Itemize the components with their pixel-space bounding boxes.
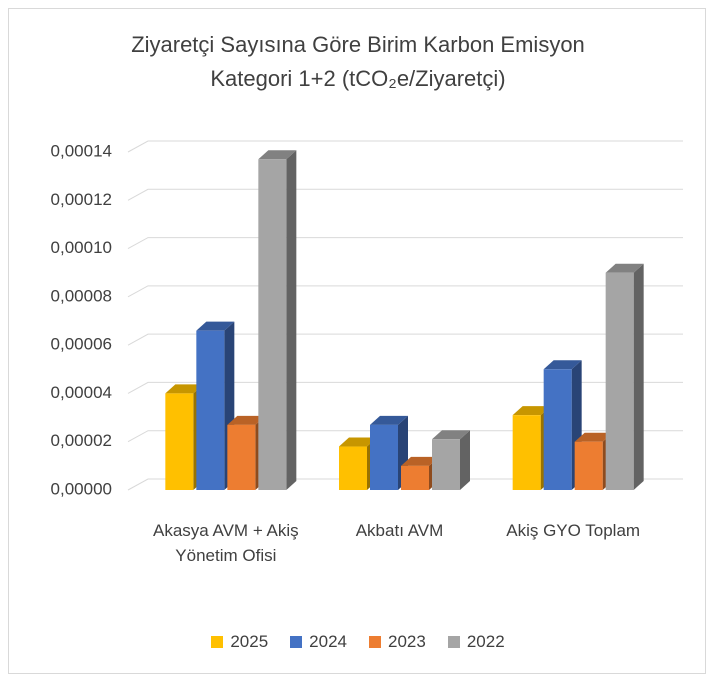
legend-item: 2024 [290,632,347,652]
bar [512,415,541,490]
bar-top [165,384,204,394]
bar-top [339,437,377,447]
bar [339,446,367,490]
bar-top [227,415,266,425]
bar [432,439,460,490]
legend-label: 2022 [466,632,505,651]
bar-top [258,150,297,160]
bar [401,465,429,490]
legend-label: 2024 [309,632,347,651]
legend-swatch [290,636,303,648]
legend: 2025 2024 2023 2022 [0,632,716,652]
legend-swatch [211,636,224,648]
grid-line [127,430,683,443]
legend-label: 2025 [230,632,269,651]
y-tick-label: 0,00008 [51,286,112,305]
bar [543,369,572,490]
legend-swatch [369,636,381,648]
x-tick-label: Akiş GYO Toplam [506,521,641,540]
y-tick-label: 0,00002 [51,431,112,450]
legend-label: 2023 [388,632,426,651]
legend-swatch [447,636,460,648]
grid-line [127,478,683,491]
bar [605,272,634,490]
bar-top [512,406,551,416]
legend-item: 2022 [447,632,505,652]
bar-side [286,150,297,490]
grid-line [127,285,683,298]
grid-line [127,333,683,346]
grid-line [127,237,683,250]
x-tick-label: Akbatı AVM [355,521,444,540]
bar-top [605,263,644,273]
y-tick-label: 0,00000 [51,479,112,498]
legend-item: 2023 [369,632,426,652]
grid-line [127,381,683,394]
bar-side [633,263,644,490]
y-tick-label: 0,00010 [51,238,112,257]
grid-line [127,140,683,153]
bar-top [401,456,439,466]
y-tick-label: 0,00014 [51,141,112,160]
bar [165,393,194,490]
bar-top [543,360,582,370]
legend-item: 2025 [211,632,268,652]
bar [196,330,225,490]
bar-top [574,432,613,442]
chart-frame [8,8,706,674]
y-tick-label: 0,00006 [51,335,112,354]
bar-top [196,321,235,331]
bar-side [460,430,470,490]
x-tick-label: Akasya AVM + Akiş Yönetim Ofisi [152,521,299,565]
bar-top [370,415,408,425]
chart-title: Ziyaretçi Sayısına Göre Birim Karbon Emi… [131,32,585,57]
bar-top [432,430,470,440]
bar [258,159,287,490]
bar [227,424,256,490]
y-tick-label: 0,00012 [51,190,112,209]
y-tick-label: 0,00004 [51,383,112,402]
grid-line [127,188,683,201]
chart-title: Kategori 1+2 (tCO₂e/Ziyaretçi) [210,66,506,91]
bar [574,441,603,490]
bar [370,424,398,490]
